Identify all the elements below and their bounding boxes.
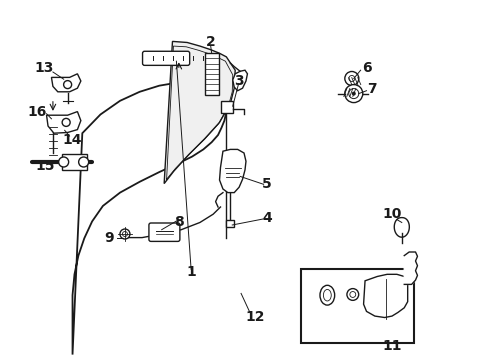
Polygon shape (220, 149, 246, 193)
Text: 9: 9 (104, 231, 114, 244)
FancyBboxPatch shape (143, 51, 190, 66)
Text: 3: 3 (234, 74, 244, 88)
Text: 5: 5 (262, 177, 272, 190)
Text: 2: 2 (206, 36, 216, 49)
Polygon shape (47, 112, 81, 133)
Polygon shape (233, 70, 247, 91)
Text: 6: 6 (362, 61, 371, 75)
Bar (221, 101, 233, 113)
Bar (205, 53, 219, 95)
Circle shape (62, 118, 70, 126)
Text: 11: 11 (382, 339, 402, 352)
Text: 13: 13 (34, 61, 54, 75)
FancyBboxPatch shape (149, 223, 180, 242)
Text: 16: 16 (27, 105, 47, 119)
Polygon shape (51, 74, 81, 92)
Text: 10: 10 (382, 207, 402, 221)
Bar (62, 154, 87, 170)
Polygon shape (394, 217, 409, 237)
Text: 8: 8 (174, 216, 184, 229)
Circle shape (59, 157, 69, 167)
Circle shape (120, 229, 130, 239)
Circle shape (79, 157, 89, 167)
Polygon shape (73, 82, 226, 355)
Text: 15: 15 (35, 159, 55, 173)
Polygon shape (364, 274, 408, 318)
Circle shape (345, 85, 363, 103)
Text: 7: 7 (368, 82, 377, 96)
Text: 1: 1 (186, 265, 196, 279)
Circle shape (345, 72, 359, 85)
Text: 4: 4 (262, 211, 272, 225)
Polygon shape (404, 252, 417, 284)
Text: 14: 14 (63, 134, 82, 147)
Circle shape (64, 81, 72, 89)
Text: 12: 12 (245, 310, 265, 324)
Polygon shape (164, 41, 235, 184)
Bar (226, 220, 234, 227)
Bar (301, 269, 414, 343)
Circle shape (352, 91, 356, 96)
